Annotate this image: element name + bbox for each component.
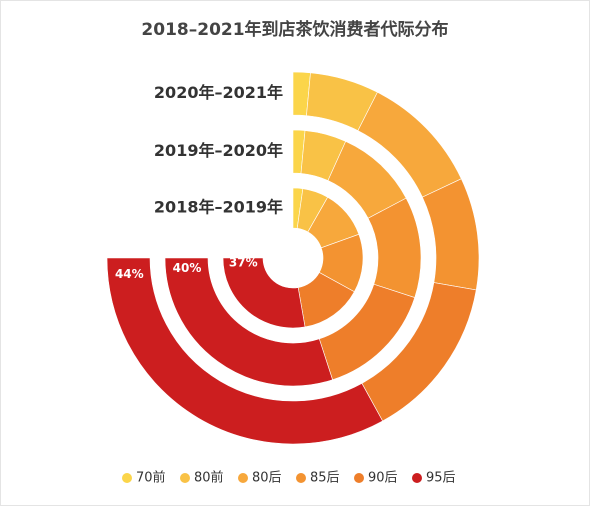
legend-label: 80后	[252, 471, 282, 486]
value-label: 37%	[229, 255, 258, 269]
legend-swatch	[180, 473, 190, 483]
legend-swatch	[122, 473, 132, 483]
legend-label: 70前	[136, 470, 166, 486]
chart-title: 2018–2021年到店茶饮消费者代际分布	[141, 19, 448, 40]
legend-swatch	[238, 473, 248, 483]
plot: 37% 2018年–2019年 40% 2019年–2020年 44% 2020年–202…	[106, 71, 480, 445]
category-label: 2020年–2021年	[154, 83, 283, 102]
category-label: 2019年–2020年	[154, 141, 283, 160]
legend-swatch	[354, 473, 364, 483]
value-label: 44%	[115, 267, 144, 281]
legend: 70前 80前 80后 85后 90后 95后	[122, 470, 456, 486]
legend-label: 80前	[194, 470, 224, 486]
legend-label: 95后	[426, 471, 456, 486]
category-label: 2018年–2019年	[154, 198, 283, 217]
ring-segment	[106, 257, 384, 445]
legend-swatch	[412, 473, 422, 483]
ring-segment	[222, 257, 306, 329]
ring-segment	[164, 257, 333, 387]
value-label: 40%	[173, 261, 202, 275]
legend-swatch	[296, 473, 306, 483]
legend-label: 85后	[310, 471, 340, 486]
legend-label: 90后	[368, 471, 398, 486]
